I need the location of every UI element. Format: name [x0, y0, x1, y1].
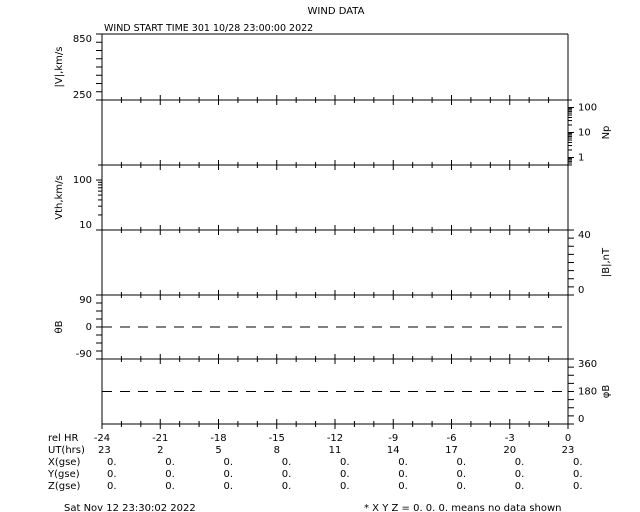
- y-tick-label: -90: [76, 349, 92, 360]
- x-tick-label: 0.: [515, 469, 525, 480]
- x-tick-label: 0.: [340, 469, 350, 480]
- x-tick-label: 0.: [165, 457, 175, 468]
- y-tick-label: 10: [79, 220, 92, 231]
- y-axis-label: Np: [601, 126, 612, 140]
- y-tick-label: 360: [578, 359, 597, 370]
- y-axis-label: |B|,nT: [601, 247, 612, 277]
- y-axis-label: θB: [54, 320, 65, 333]
- chart-subtitle: WIND START TIME 301 10/28 23:00:00 2022: [104, 23, 313, 34]
- y-tick-label: 100: [578, 103, 597, 114]
- x-tick-label: -15: [269, 433, 285, 444]
- y-tick-label: 90: [79, 295, 92, 306]
- x-tick-label: 0.: [573, 481, 583, 492]
- x-tick-label: 8: [274, 445, 280, 456]
- x-tick-label: 0.: [282, 481, 292, 492]
- x-tick-label: 0.: [165, 469, 175, 480]
- y-tick-label: 40: [578, 230, 591, 241]
- y-axis-label: |V|,km/s: [54, 47, 65, 88]
- x-tick-label: 0.: [457, 469, 467, 480]
- x-tick-label: 0.: [398, 481, 408, 492]
- x-tick-label: 0.: [515, 481, 525, 492]
- y-tick-label: 850: [73, 34, 92, 45]
- x-tick-label: -6: [447, 433, 457, 444]
- x-tick-label: -12: [327, 433, 343, 444]
- x-tick-label: 0.: [107, 457, 117, 468]
- x-tick-label: 23: [98, 445, 111, 456]
- x-tick-label: 0.: [573, 457, 583, 468]
- x-tick-label: -21: [152, 433, 168, 444]
- x-tick-label: 0.: [224, 481, 234, 492]
- x-tick-label: 14: [387, 445, 400, 456]
- x-tick-label: 0.: [340, 481, 350, 492]
- x-tick-label: 20: [503, 445, 516, 456]
- x-tick-label: 0.: [224, 457, 234, 468]
- x-tick-label: 11: [329, 445, 342, 456]
- x-tick-label: 0.: [573, 469, 583, 480]
- x-tick-label: 0: [565, 433, 571, 444]
- y-tick-label: 1: [578, 152, 584, 163]
- x-tick-label: 0.: [107, 481, 117, 492]
- x-tick-label: 0.: [282, 469, 292, 480]
- x-tick-label: 0.: [398, 457, 408, 468]
- x-tick-label: 0.: [340, 457, 350, 468]
- y-tick-label: 0: [578, 414, 584, 425]
- x-tick-label: 0.: [515, 457, 525, 468]
- x-tick-label: -9: [388, 433, 398, 444]
- x-tick-label: -3: [505, 433, 515, 444]
- footer-note: * X Y Z = 0. 0. 0. means no data shown: [364, 503, 562, 512]
- x-row-label: rel HR: [48, 433, 79, 444]
- x-tick-label: 0.: [398, 469, 408, 480]
- x-row-label: Y(gse): [47, 469, 80, 480]
- footer-timestamp: Sat Nov 12 23:30:02 2022: [64, 503, 196, 512]
- x-tick-label: 2: [157, 445, 163, 456]
- x-tick-label: -18: [210, 433, 226, 444]
- y-tick-label: 250: [73, 90, 92, 101]
- x-row-label: X(gse): [48, 457, 80, 468]
- y-tick-label: 10: [578, 128, 591, 139]
- x-tick-label: 0.: [457, 457, 467, 468]
- x-tick-label: 0.: [107, 469, 117, 480]
- x-tick-label: -24: [94, 433, 110, 444]
- x-row-label: UT(hrs): [48, 445, 85, 456]
- chart-title: WIND DATA: [308, 6, 365, 17]
- x-tick-label: 5: [215, 445, 221, 456]
- y-axis-label: φB: [601, 385, 612, 399]
- x-tick-label: 0.: [224, 469, 234, 480]
- y-tick-label: 180: [578, 387, 597, 398]
- x-tick-label: 17: [445, 445, 458, 456]
- x-tick-label: 23: [562, 445, 575, 456]
- y-tick-label: 0: [86, 322, 92, 333]
- x-row-label: Z(gse): [48, 481, 80, 492]
- y-tick-label: 0: [578, 285, 584, 296]
- y-tick-label: 100: [73, 175, 92, 186]
- x-tick-label: 0.: [457, 481, 467, 492]
- x-tick-label: 0.: [165, 481, 175, 492]
- x-tick-label: 0.: [282, 457, 292, 468]
- y-axis-label: Vth,km/s: [54, 175, 65, 219]
